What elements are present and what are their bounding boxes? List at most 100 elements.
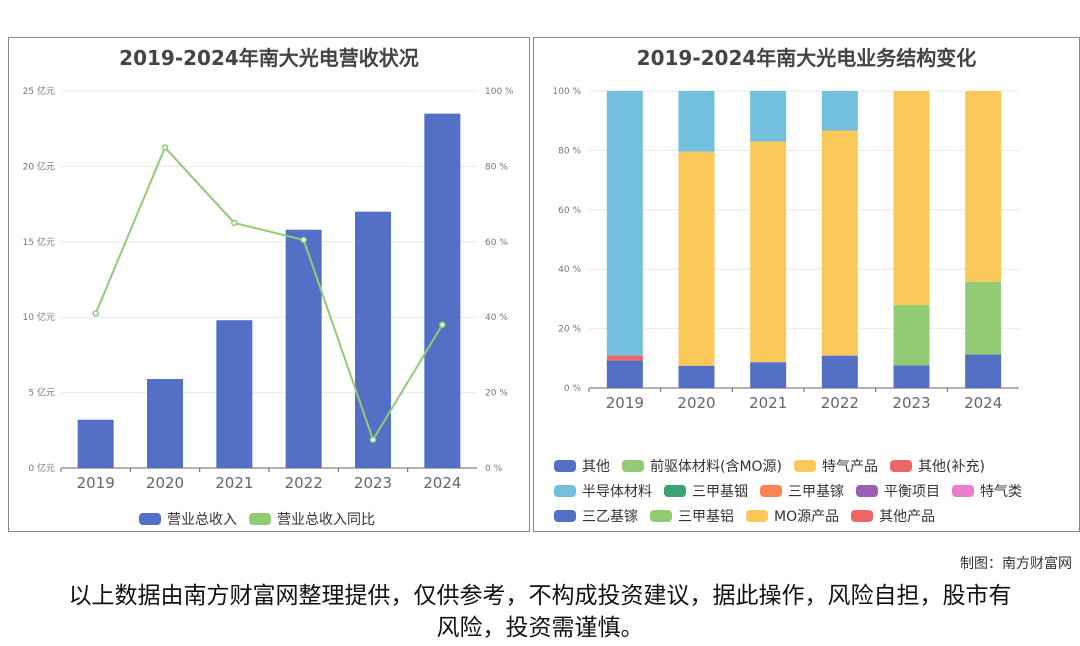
legend-label: 前驱体材料(含MO源) xyxy=(650,458,783,475)
chart-legend: 其他 前驱体材料(含MO源) 特气产品 其他(补充) 半导体材料 三甲基铟 三甲基镓 平衡项目… xyxy=(554,453,1074,528)
stack-segment xyxy=(965,91,1002,282)
legend-item[interactable]: 三乙基镓 xyxy=(554,503,638,528)
legend-item[interactable]: 其他 xyxy=(554,453,610,478)
legend-swatch xyxy=(746,509,768,522)
legend-item[interactable]: MO源产品 xyxy=(746,503,839,528)
stack-segment xyxy=(893,365,930,388)
y-left-tick: 0 亿元 xyxy=(28,462,55,474)
structure-chart: 0 % 20 % 40 % 60 % 80 % 100 % 2019 2020 2021 2022… xyxy=(552,87,1019,412)
growth-point xyxy=(439,321,446,328)
legend-label: 三甲基镓 xyxy=(788,483,844,500)
growth-point xyxy=(92,310,99,317)
stack-segment xyxy=(750,362,787,388)
legend-label: 三甲基铝 xyxy=(678,508,734,525)
revenue-bar xyxy=(77,419,114,468)
revenue-bar xyxy=(216,320,253,468)
x-tick-label: 2024 xyxy=(964,394,1002,412)
revenue-bar xyxy=(285,229,322,468)
stack-segment xyxy=(750,141,787,363)
stack-segment xyxy=(750,91,787,142)
y-tick: 20 % xyxy=(558,325,581,335)
legend-item[interactable]: 营业总收入 xyxy=(139,506,237,531)
legend-item[interactable]: 其他(补充) xyxy=(890,453,985,478)
stack-segment xyxy=(893,91,930,306)
legend-item[interactable]: 三甲基铝 xyxy=(650,503,734,528)
stack-segment xyxy=(606,360,643,388)
legend-label: 特气产品 xyxy=(822,458,879,475)
legend-swatch xyxy=(554,459,576,472)
x-tick-label: 2022 xyxy=(285,474,323,492)
legend-item[interactable]: 其他产品 xyxy=(851,503,935,528)
structure-chart-panel: 2019-2024年南大光电业务结构变化 0 % 20 % 40 % 60 % 80 %… xyxy=(533,37,1080,532)
legend-swatch xyxy=(890,459,913,472)
legend-swatch xyxy=(794,459,817,472)
legend-item[interactable]: 特气类 xyxy=(952,478,1022,503)
revenue-bar xyxy=(424,113,461,469)
legend-label: 半导体材料 xyxy=(582,483,652,500)
disclaimer: 以上数据由南方财富网整理提供，仅供参考，不构成投资建议，据此操作，风险自担，股市… xyxy=(68,583,1012,641)
x-tick-label: 2024 xyxy=(423,474,461,492)
legend-label: 特气类 xyxy=(980,483,1022,500)
y-tick: 80 % xyxy=(558,146,581,156)
stack-segment xyxy=(678,151,715,366)
y-left-tick: 5 亿元 xyxy=(28,387,55,399)
legend-item[interactable]: 营业总收入同比 xyxy=(249,506,375,531)
chart-title: 2019-2024年南大光电业务结构变化 xyxy=(636,46,977,70)
revenue-chart-panel: 2019-2024年南大光电营收状况 0 亿元 0 % 5 亿元 20 % 10 亿元 4… xyxy=(8,37,530,532)
x-tick-label: 2020 xyxy=(677,394,715,412)
stack-segment xyxy=(893,305,930,366)
legend-label: 营业总收入 xyxy=(167,511,237,528)
growth-point xyxy=(300,236,307,244)
x-tick-label: 2023 xyxy=(354,474,392,492)
stack-segment xyxy=(821,91,858,131)
y-left-tick: 15 亿元 xyxy=(23,236,55,248)
legend-item[interactable]: 平衡项目 xyxy=(856,478,940,503)
legend-swatch xyxy=(554,509,576,522)
y-right-tick: 60 % xyxy=(485,238,508,248)
y-right-tick: 80 % xyxy=(485,162,508,172)
legend-swatch xyxy=(650,509,672,522)
stack-segment xyxy=(965,281,1002,355)
y-right-tick: 40 % xyxy=(485,313,508,323)
y-left-tick: 25 亿元 xyxy=(23,85,55,97)
legend-item[interactable]: 半导体材料 xyxy=(554,478,652,503)
y-right-tick: 100 % xyxy=(485,87,514,97)
stack-segment xyxy=(678,365,715,388)
y-right-tick: 0 % xyxy=(485,464,503,474)
legend-item[interactable]: 前驱体材料(含MO源) xyxy=(622,453,782,478)
legend-swatch xyxy=(952,484,974,497)
y-tick: 40 % xyxy=(558,265,581,275)
revenue-chart: 0 亿元 0 % 5 亿元 20 % 10 亿元 40 % 15 亿元 60 % 20 亿元 80… xyxy=(23,85,514,492)
legend-swatch xyxy=(249,512,271,525)
growth-point xyxy=(369,436,377,443)
stack-segment xyxy=(821,130,858,356)
stack-segment xyxy=(965,354,1002,388)
legend-swatch xyxy=(622,459,644,472)
legend-label: 三乙基镓 xyxy=(582,508,638,525)
legend-label: 平衡项目 xyxy=(884,483,940,500)
legend-swatch xyxy=(139,512,161,525)
legend-label: 其他产品 xyxy=(879,508,936,525)
legend-item[interactable]: 三甲基镓 xyxy=(760,478,844,503)
y-tick: 100 % xyxy=(552,87,581,97)
x-tick-label: 2023 xyxy=(892,394,930,412)
legend-label: 其他 xyxy=(582,458,610,475)
chart-title: 2019-2024年南大光电营收状况 xyxy=(119,46,419,70)
y-tick: 60 % xyxy=(558,206,581,216)
y-right-tick: 20 % xyxy=(485,389,508,399)
chart-legend: 营业总收入 营业总收入同比 xyxy=(139,506,387,531)
growth-point xyxy=(231,219,238,227)
credit: 制图：南方财富网 xyxy=(960,556,1072,572)
legend-label: 营业总收入同比 xyxy=(277,511,375,528)
legend-item[interactable]: 三甲基铟 xyxy=(664,478,748,503)
revenue-bar xyxy=(355,211,391,468)
legend-label: 三甲基铟 xyxy=(692,483,748,500)
growth-point xyxy=(161,144,169,151)
stack-segment xyxy=(678,91,715,152)
legend-swatch xyxy=(664,484,686,497)
legend-item[interactable]: 特气产品 xyxy=(794,453,878,478)
x-tick-label: 2019 xyxy=(77,474,115,492)
stack-segment xyxy=(821,355,858,388)
legend-swatch xyxy=(554,484,576,497)
y-left-tick: 20 亿元 xyxy=(23,160,55,172)
